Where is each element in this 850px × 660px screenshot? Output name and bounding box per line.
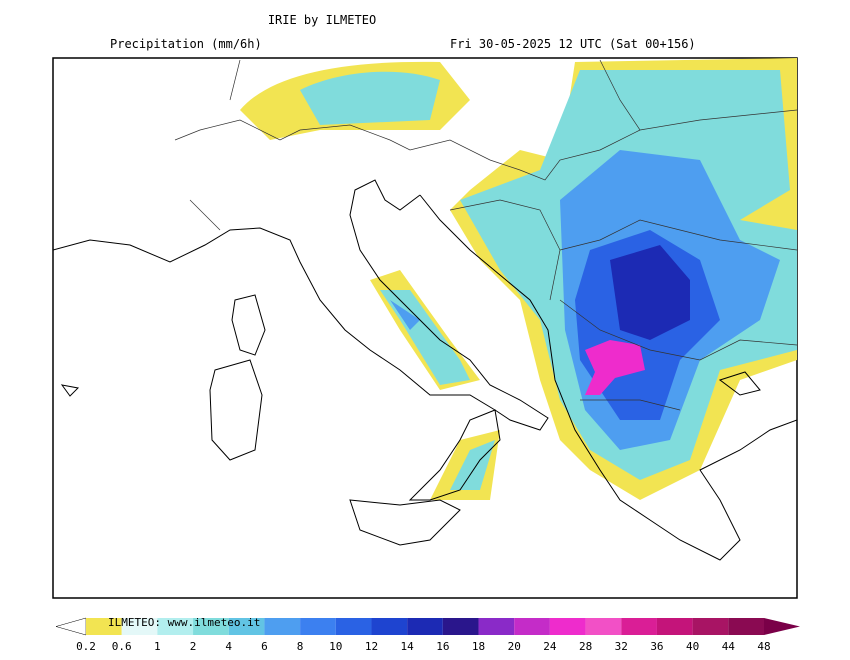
- coastlines: [53, 179, 797, 561]
- colorbar-label: 0.2: [76, 640, 96, 653]
- colorbar-box: [407, 618, 443, 635]
- colorbar-label: 10: [329, 640, 342, 653]
- colorbar-label: 28: [579, 640, 592, 653]
- colorbar-box: [728, 618, 764, 635]
- colorbar: 0.2 0.6 1 2 4 6 8 10 12 14 16 18 20 24 28 32 36 40 44 48: [55, 617, 800, 653]
- colorbar-box: [228, 618, 265, 635]
- colorbar-box: [193, 618, 229, 635]
- colorbar-below: [55, 617, 87, 636]
- colorbar-box: [442, 618, 479, 635]
- colorbar-label: 16: [436, 640, 449, 653]
- precip-field: [240, 58, 797, 500]
- colorbar-box: [656, 618, 693, 635]
- colorbar-box: [335, 618, 372, 635]
- colorbar-box: [121, 618, 158, 635]
- colorbar-label: 48: [757, 640, 770, 653]
- colorbar-label: 0.6: [112, 640, 132, 653]
- colorbar-box: [514, 618, 550, 635]
- valid-time: Fri 30-05-2025 12 UTC (Sat 00+156): [450, 37, 696, 51]
- colorbar-label: 20: [508, 640, 521, 653]
- colorbar-box: [692, 618, 729, 635]
- map: [52, 57, 798, 599]
- colorbar-label: 8: [297, 640, 304, 653]
- colorbar-label: 1: [154, 640, 161, 653]
- colorbar-label: 44: [722, 640, 736, 653]
- colorbar-box: [371, 618, 408, 635]
- colorbar-label: 32: [615, 640, 628, 653]
- colorbar-box: [157, 618, 194, 635]
- colorbar-label: 24: [543, 640, 557, 653]
- colorbar-box: [300, 618, 336, 635]
- colorbar-box: [621, 618, 657, 635]
- colorbar-label: 14: [401, 640, 415, 653]
- colorbar-above: [764, 618, 800, 635]
- colorbar-label: 40: [686, 640, 699, 653]
- colorbar-label: 12: [365, 640, 378, 653]
- field-label: Precipitation (mm/6h): [110, 37, 262, 51]
- colorbar-label: 6: [261, 640, 268, 653]
- colorbar-box: [478, 618, 515, 635]
- borders: [174, 59, 797, 411]
- colorbar-label: 2: [190, 640, 197, 653]
- colorbar-box: [585, 618, 622, 635]
- title: IRIE by ILMETEO: [268, 13, 376, 27]
- colorbar-box: [86, 618, 122, 635]
- colorbar-box: [264, 618, 301, 635]
- colorbar-label: 18: [472, 640, 485, 653]
- colorbar-box: [549, 618, 586, 635]
- colorbar-label: 36: [650, 640, 663, 653]
- colorbar-label: 4: [225, 640, 232, 653]
- watermark: ILMETEO: www.ilmeteo.it: [108, 616, 260, 629]
